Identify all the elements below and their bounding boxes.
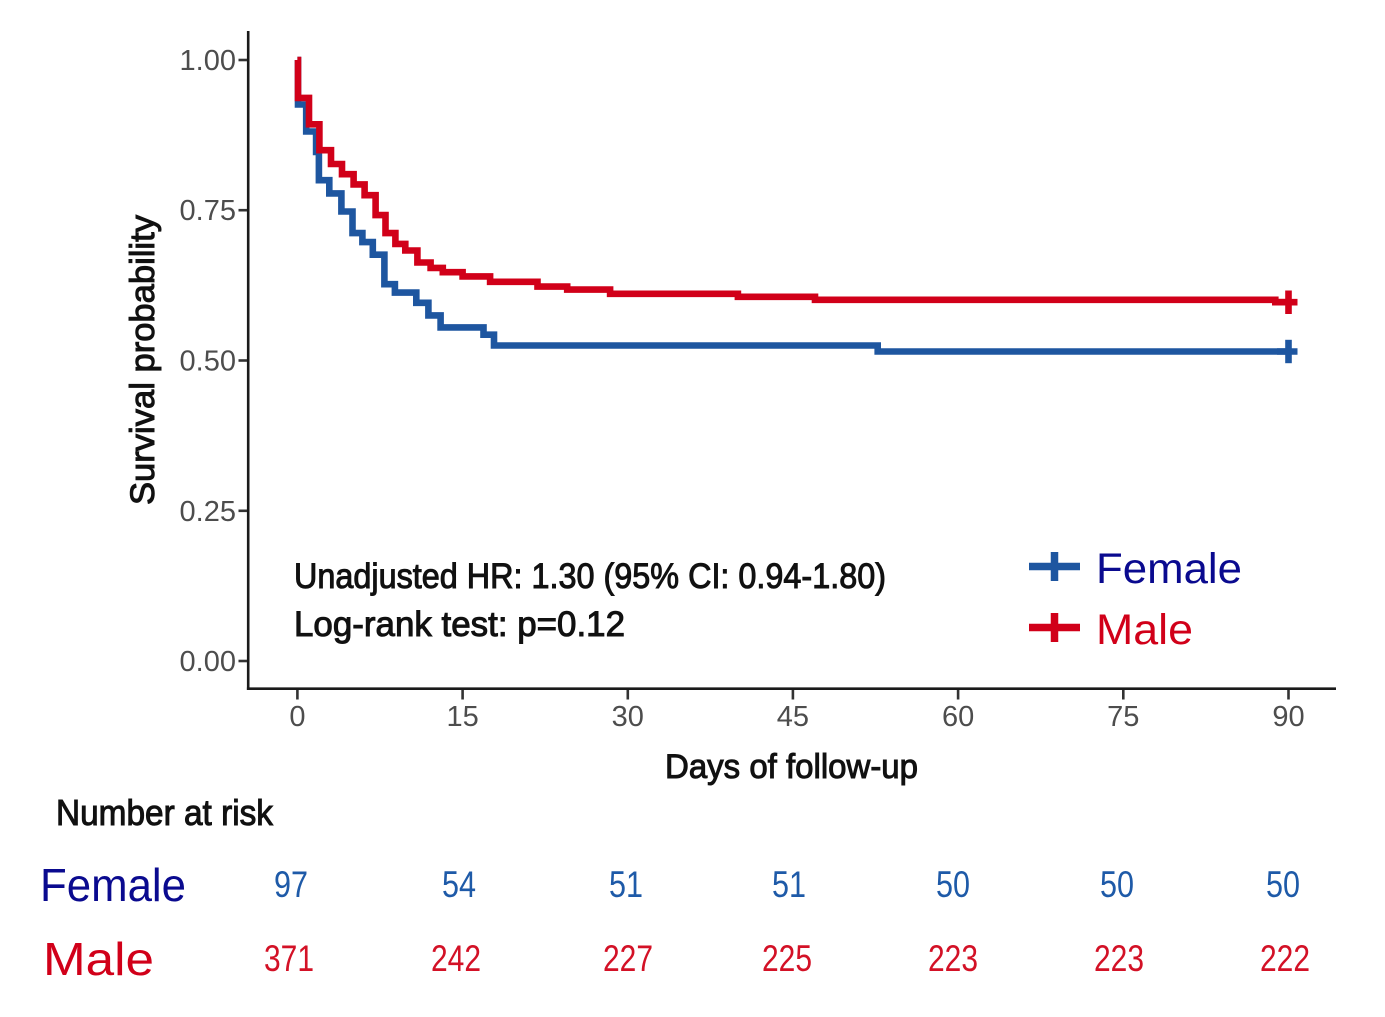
svg-text:225: 225 <box>762 938 812 979</box>
svg-text:0.50: 0.50 <box>180 346 236 378</box>
svg-text:Days of follow-up: Days of follow-up <box>665 748 918 786</box>
svg-text:0: 0 <box>289 701 305 733</box>
svg-text:51: 51 <box>609 864 643 905</box>
svg-text:97: 97 <box>274 864 308 905</box>
svg-text:50: 50 <box>936 864 970 905</box>
svg-text:45: 45 <box>777 701 809 733</box>
svg-text:90: 90 <box>1272 701 1304 733</box>
svg-text:242: 242 <box>431 938 481 979</box>
svg-text:1.00: 1.00 <box>180 45 236 77</box>
svg-text:50: 50 <box>1266 864 1300 905</box>
svg-text:Male: Male <box>1096 606 1193 654</box>
svg-text:Female: Female <box>1096 545 1242 593</box>
svg-text:0.25: 0.25 <box>180 496 236 528</box>
svg-text:223: 223 <box>928 938 978 979</box>
svg-text:Survival probability: Survival probability <box>124 215 162 505</box>
svg-text:54: 54 <box>442 864 476 905</box>
svg-text:371: 371 <box>264 938 314 979</box>
svg-text:30: 30 <box>612 701 644 733</box>
svg-text:Female: Female <box>40 859 186 911</box>
svg-text:51: 51 <box>772 864 806 905</box>
svg-text:227: 227 <box>603 938 653 979</box>
svg-text:223: 223 <box>1094 938 1144 979</box>
svg-text:60: 60 <box>942 701 974 733</box>
svg-text:50: 50 <box>1100 864 1134 905</box>
svg-text:Number at risk: Number at risk <box>56 792 274 833</box>
svg-text:0.75: 0.75 <box>180 195 236 227</box>
svg-text:Unadjusted HR: 1.30 (95% CI: 0: Unadjusted HR: 1.30 (95% CI: 0.94-1.80) <box>294 557 886 596</box>
svg-text:222: 222 <box>1260 938 1310 979</box>
svg-text:Log-rank test: p=0.12: Log-rank test: p=0.12 <box>294 605 625 644</box>
svg-text:Male: Male <box>43 933 154 985</box>
svg-text:0.00: 0.00 <box>180 646 236 678</box>
svg-text:15: 15 <box>446 701 478 733</box>
svg-text:75: 75 <box>1107 701 1139 733</box>
